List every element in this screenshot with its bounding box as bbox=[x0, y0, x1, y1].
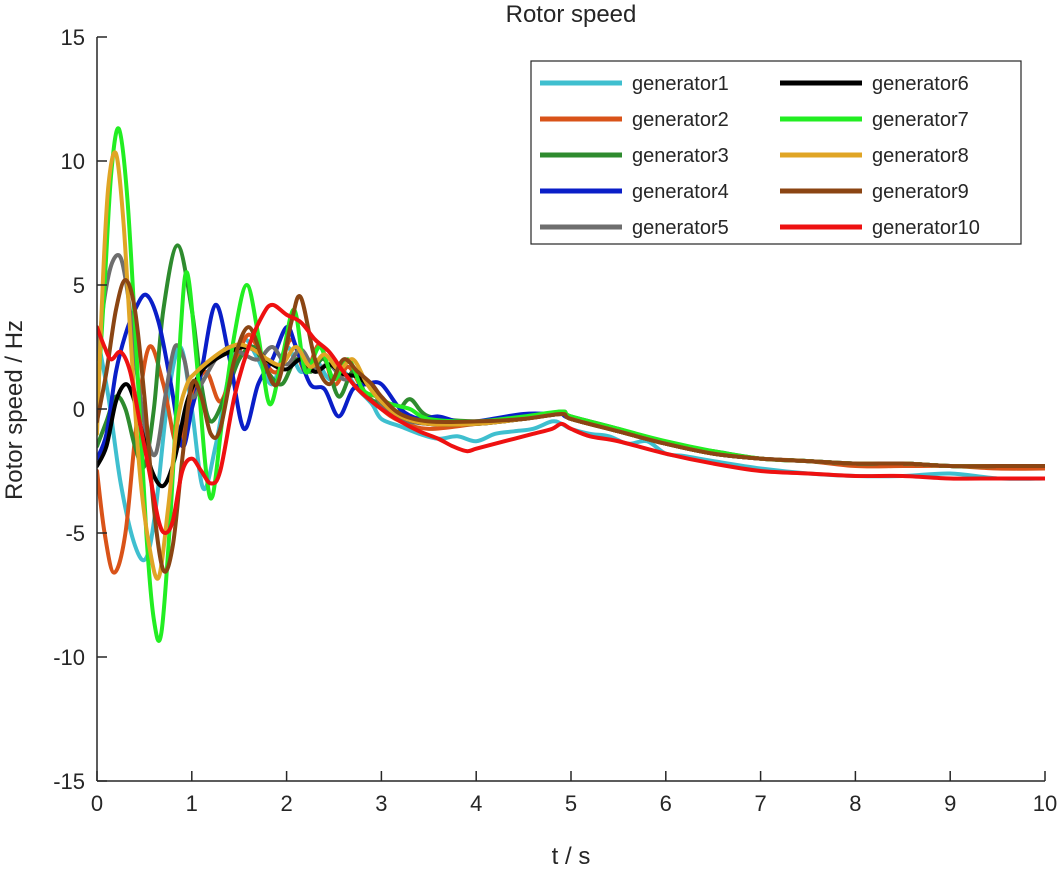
legend-label-generator8: generator8 bbox=[872, 145, 969, 167]
y-tick-label: -15 bbox=[53, 769, 85, 794]
legend-label-generator3: generator3 bbox=[632, 145, 729, 167]
y-tick-label: 10 bbox=[61, 149, 85, 174]
x-tick-label: 4 bbox=[470, 791, 482, 816]
legend: generator1 generator2 generator3 generator4… bbox=[530, 60, 1022, 245]
legend-label-generator9: generator9 bbox=[872, 181, 969, 203]
x-tick-label: 8 bbox=[849, 791, 861, 816]
legend-label-generator5: generator5 bbox=[632, 217, 729, 239]
axes: 0 1 2 3 4 5 6 7 8 9 10 -15 -10 -5 0 5 10 15 bbox=[53, 25, 1057, 816]
series-line-generator9 bbox=[97, 278, 1045, 574]
legend-label-generator10: generator10 bbox=[872, 217, 980, 239]
legend-label-generator1: generator1 bbox=[632, 73, 729, 95]
x-tick-label: 0 bbox=[91, 791, 103, 816]
y-tick-label: 5 bbox=[73, 273, 85, 298]
y-axis-title: Rotor speed / Hz bbox=[1, 320, 28, 500]
legend-label-generator4: generator4 bbox=[632, 181, 729, 203]
x-tick-label: 7 bbox=[754, 791, 766, 816]
x-tick-label: 10 bbox=[1033, 791, 1057, 816]
y-tick-label: 0 bbox=[73, 397, 85, 422]
y-tick-label: 15 bbox=[61, 25, 85, 50]
x-tick-label: 6 bbox=[660, 791, 672, 816]
x-axis-title: t / s bbox=[552, 843, 591, 870]
legend-label-generator7: generator7 bbox=[872, 109, 969, 131]
x-tick-label: 1 bbox=[186, 791, 198, 816]
y-tick-label: -5 bbox=[65, 521, 85, 546]
series-line-generator10 bbox=[97, 302, 1045, 535]
x-tick-label: 3 bbox=[375, 791, 387, 816]
x-tick-label: 5 bbox=[565, 791, 577, 816]
legend-label-generator2: generator2 bbox=[632, 109, 729, 131]
legend-label-generator6: generator6 bbox=[872, 73, 969, 95]
plot-lines bbox=[97, 126, 1045, 643]
chart-title: Rotor speed bbox=[506, 1, 637, 28]
y-tick-label: -10 bbox=[53, 645, 85, 670]
x-tick-label: 2 bbox=[280, 791, 292, 816]
x-tick-label: 9 bbox=[944, 791, 956, 816]
